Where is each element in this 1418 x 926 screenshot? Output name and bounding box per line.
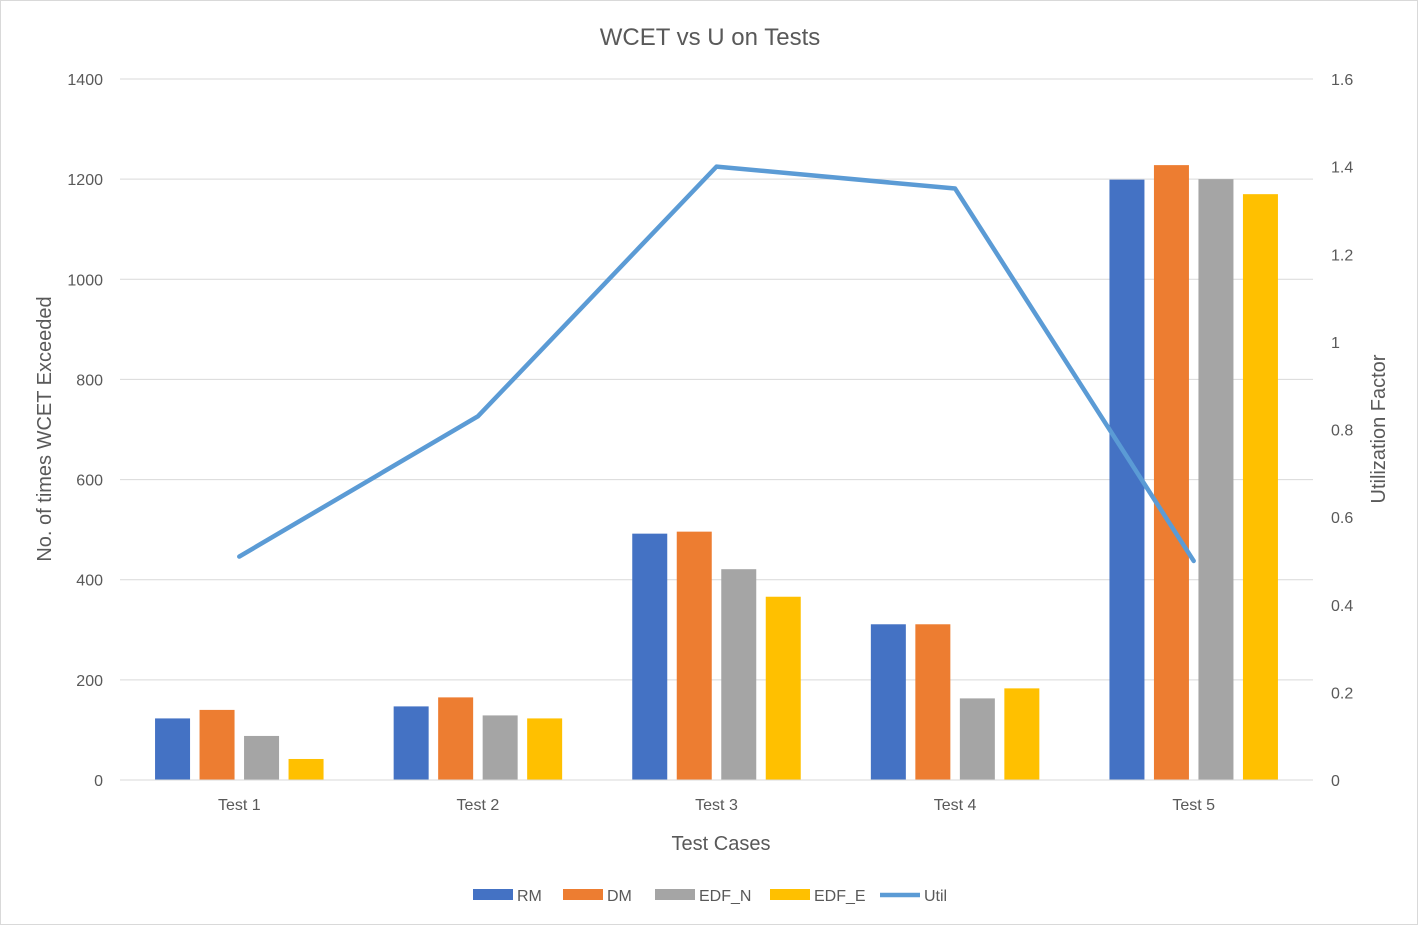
legend: RM DM EDF_N EDF_E Util <box>473 888 947 905</box>
bar-dm <box>915 624 951 780</box>
bar-edf-n <box>244 735 280 780</box>
y2-tick-label: 1.2 <box>1331 247 1353 264</box>
y-tick-label: 200 <box>76 673 103 690</box>
y-tick-label: 1400 <box>67 72 103 89</box>
bar-rm <box>393 706 429 780</box>
y-axis-title: No. of times WCET Exceeded <box>34 296 56 561</box>
y2-axis-title: Utilization Factor <box>1368 354 1390 503</box>
y2-tick-label: 0.4 <box>1331 598 1353 615</box>
legend-swatch-edf-n <box>655 889 695 900</box>
legend-swatch-edf-e <box>770 889 810 900</box>
gridlines <box>120 78 1313 681</box>
x-tick-label: Test 4 <box>934 797 977 814</box>
bar-edf-e <box>1004 688 1040 780</box>
chart-title: WCET vs U on Tests <box>600 24 821 51</box>
y-tick-label: 0 <box>94 773 103 790</box>
y-tick-label: 600 <box>76 473 103 490</box>
legend-label: DM <box>607 888 632 905</box>
legend-swatch-rm <box>473 889 513 900</box>
bar-dm <box>438 697 474 780</box>
bar-edf-e <box>765 596 801 780</box>
x-tick-label: Test 2 <box>457 797 500 814</box>
y2-tick-label: 0.6 <box>1331 510 1353 527</box>
legend-label: RM <box>517 888 542 905</box>
bar-edf-e <box>527 718 563 780</box>
legend-label: Util <box>924 888 947 905</box>
legend-swatch-dm <box>563 889 603 900</box>
y-tick-label: 1200 <box>67 172 103 189</box>
line-series <box>237 164 1196 564</box>
y-tick-label: 1000 <box>67 272 103 289</box>
bar-edf-n <box>482 715 518 780</box>
bar-rm <box>632 533 668 780</box>
bar-edf-n <box>721 569 757 780</box>
x-tick-label: Test 5 <box>1172 797 1215 814</box>
y2-tick-label: 0.2 <box>1331 685 1353 702</box>
bar-series <box>155 165 1278 781</box>
bar-edf-n <box>1198 179 1234 781</box>
legend-label: EDF_N <box>699 888 751 905</box>
axes: 0 200 400 600 800 1000 1200 1400 0 0.2 0.4 0.6 0.8 1 1… <box>67 72 1353 814</box>
bar-dm <box>676 531 712 780</box>
bar-edf-e <box>1242 194 1278 780</box>
bar-dm <box>199 709 235 780</box>
y2-tick-label: 1.4 <box>1331 160 1353 177</box>
x-tick-label: Test 3 <box>695 797 738 814</box>
bar-dm <box>1153 165 1189 780</box>
y2-tick-label: 0.8 <box>1331 423 1353 440</box>
y2-tick-label: 1.6 <box>1331 72 1353 89</box>
line-util <box>237 164 1196 564</box>
bar-rm <box>155 718 191 780</box>
legend-label: EDF_E <box>814 888 866 905</box>
x-tick-label: Test 1 <box>218 797 261 814</box>
bar-edf-n <box>959 698 995 780</box>
y2-tick-label: 1 <box>1331 335 1340 352</box>
x-axis-title: Test Cases <box>672 833 771 855</box>
y-tick-label: 400 <box>76 573 103 590</box>
bar-rm <box>1109 179 1145 781</box>
y-tick-label: 800 <box>76 372 103 389</box>
bar-rm <box>870 624 906 780</box>
y2-tick-label: 0 <box>1331 773 1340 790</box>
bar-edf-e <box>288 758 324 780</box>
